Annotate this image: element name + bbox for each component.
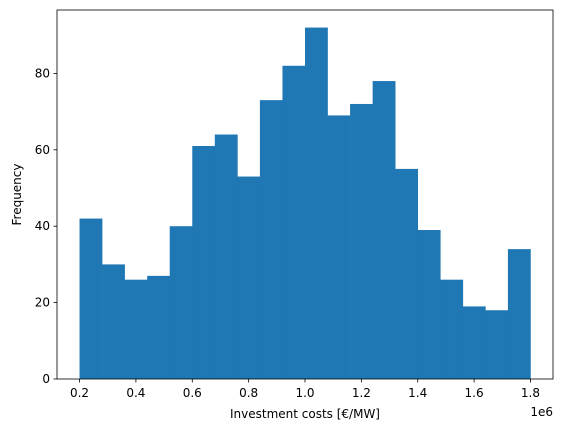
histogram-bar <box>440 279 464 379</box>
x-axis-label: Investment costs [€/MW] <box>230 407 380 421</box>
histogram-bar <box>395 168 419 379</box>
histogram-bar <box>124 279 148 379</box>
histogram-bar <box>327 115 351 379</box>
x-tick-label: 1.4 <box>408 386 427 400</box>
y-axis-ticks: 0 20 40 60 80 <box>35 66 57 386</box>
histogram-bar <box>169 226 193 379</box>
histogram-bar <box>305 27 328 379</box>
histogram-bars <box>79 27 531 380</box>
histogram-bar <box>485 310 509 379</box>
histogram-bar <box>350 103 373 380</box>
x-tick-label: 1.2 <box>352 386 371 400</box>
histogram-bar <box>147 275 171 379</box>
x-tick-label: 1.6 <box>465 386 484 400</box>
y-tick-label: 40 <box>35 219 50 233</box>
histogram-bar <box>102 264 125 379</box>
x-tick-label: 0.8 <box>239 386 258 400</box>
x-tick-label: 0.6 <box>183 386 202 400</box>
x-tick-label: 0.4 <box>126 386 145 400</box>
x-axis-ticks: 0.2 0.4 0.6 0.8 1.0 1.2 1.4 1.6 1.8 <box>70 379 540 400</box>
histogram-bar <box>214 134 238 379</box>
histogram-bar <box>462 306 486 379</box>
y-axis-label: Frequency <box>10 164 24 226</box>
y-tick-label: 80 <box>35 66 50 80</box>
plot-frame <box>56 9 554 380</box>
x-axis-offset-label: 1e6 <box>530 405 553 419</box>
histogram-bar <box>417 230 441 379</box>
histogram-bar <box>237 176 261 379</box>
x-tick-label: 0.2 <box>70 386 89 400</box>
histogram-bar <box>507 249 531 379</box>
x-tick-label: 1.0 <box>295 386 314 400</box>
x-tick-label: 1.8 <box>521 386 540 400</box>
y-tick-label: 0 <box>42 372 50 386</box>
histogram-bar <box>259 100 283 379</box>
y-tick-label: 60 <box>35 143 50 157</box>
histogram-bar <box>79 218 103 379</box>
histogram-bar <box>192 145 216 379</box>
histogram-bar <box>372 81 396 380</box>
y-tick-label: 20 <box>35 296 50 310</box>
histogram-bar <box>282 65 306 379</box>
